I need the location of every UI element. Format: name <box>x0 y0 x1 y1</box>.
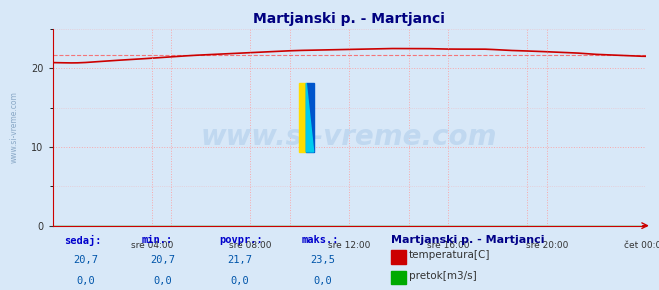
Text: sre 12:00: sre 12:00 <box>328 241 370 250</box>
Text: www.si-vreme.com: www.si-vreme.com <box>201 123 498 151</box>
Bar <box>306 83 314 152</box>
Text: 0,0: 0,0 <box>313 276 332 286</box>
Text: povpr.:: povpr.: <box>219 235 262 245</box>
Text: 0,0: 0,0 <box>76 276 95 286</box>
Text: www.si-vreme.com: www.si-vreme.com <box>10 91 18 163</box>
Text: maks.:: maks.: <box>302 235 339 245</box>
Text: sre 20:00: sre 20:00 <box>526 241 568 250</box>
Text: Martjanski p. - Martjanci: Martjanski p. - Martjanci <box>391 235 544 245</box>
Polygon shape <box>306 83 314 152</box>
Text: 23,5: 23,5 <box>310 255 335 265</box>
Text: sre 04:00: sre 04:00 <box>130 241 173 250</box>
Bar <box>391 271 405 284</box>
Text: pretok[m3/s]: pretok[m3/s] <box>409 271 476 281</box>
Text: sre 16:00: sre 16:00 <box>427 241 470 250</box>
Text: min.:: min.: <box>142 235 173 245</box>
Text: čet 00:00: čet 00:00 <box>624 241 659 250</box>
Text: 20,7: 20,7 <box>150 255 175 265</box>
Text: sedaj:: sedaj: <box>65 235 102 246</box>
Text: 0,0: 0,0 <box>230 276 249 286</box>
Text: 0,0: 0,0 <box>153 276 172 286</box>
Title: Martjanski p. - Martjanci: Martjanski p. - Martjanci <box>253 12 445 26</box>
Text: 21,7: 21,7 <box>227 255 252 265</box>
Bar <box>391 250 405 264</box>
Text: sre 08:00: sre 08:00 <box>229 241 272 250</box>
Bar <box>299 83 306 152</box>
Text: temperatura[C]: temperatura[C] <box>409 250 490 260</box>
Text: 20,7: 20,7 <box>73 255 98 265</box>
